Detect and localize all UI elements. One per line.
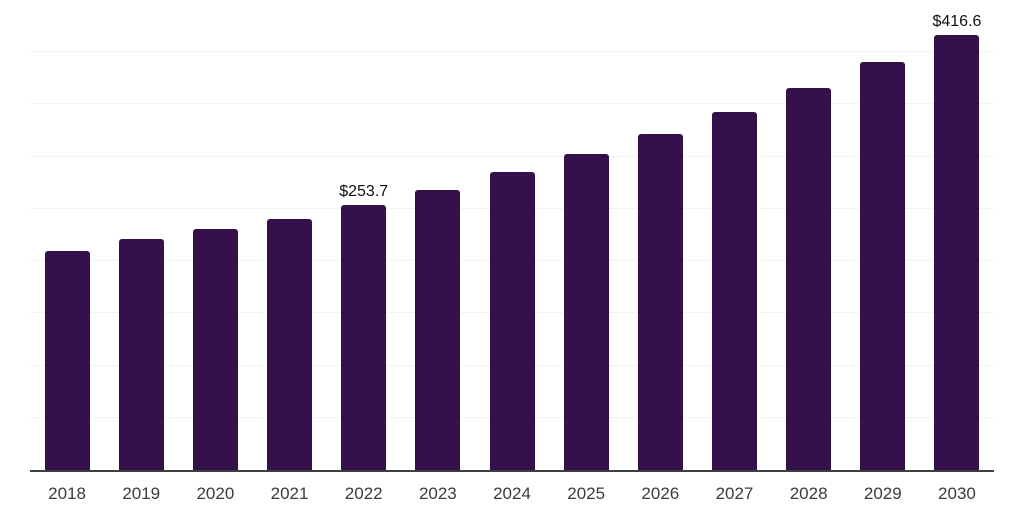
bar-2021 [267,219,313,470]
data-label-2022: $253.7 [339,183,389,200]
x-label-2026: 2026 [641,484,680,503]
bar-2027 [711,112,757,470]
bar-cell-2030: $416.6 [920,0,994,470]
bar-cell-2023 [401,0,475,470]
bar-cell-2022: $253.7 [327,0,401,470]
x-label-2022: 2022 [344,484,383,503]
gridline-300 [30,155,994,157]
x-axis-labels: 2018 2019 2020 2021 2022 2023 2024 2025 2026 2027… [30,484,994,504]
x-label-2027: 2027 [715,484,754,503]
bar-2023 [415,190,461,470]
bar-2020 [192,229,238,470]
bar-2026 [637,134,683,470]
bar-cell-2024 [475,0,549,470]
x-label-2024: 2024 [493,484,531,503]
bar-cell-2018 [30,0,104,470]
gridline-400 [30,51,994,53]
bar-cell-2020 [178,0,252,470]
bar-2030 [934,34,980,470]
bar-cell-2019 [104,0,178,470]
bar-2018 [44,250,90,470]
bar-cell-2021 [252,0,326,470]
x-label-2021: 2021 [270,484,309,503]
bar-2024 [489,172,535,470]
x-label-2025: 2025 [567,484,606,503]
bar-cell-2026 [623,0,697,470]
x-label-2023: 2023 [418,484,457,503]
gridline-350 [30,103,994,105]
x-label-2018: 2018 [48,484,86,503]
x-label-2030: 2030 [938,484,976,503]
bar-2025 [563,154,609,470]
plot-area: $253.7 $416.6 [30,0,994,472]
bars-row: $253.7 $416.6 [30,0,994,470]
bar-cell-2025 [549,0,623,470]
x-label-2019: 2019 [122,484,161,503]
bar-2028 [786,88,832,470]
x-label-2020: 2020 [196,484,235,503]
bar-2019 [118,238,164,470]
data-label-2030: $416.6 [932,12,982,30]
bar-cell-2029 [846,0,920,470]
x-label-2029: 2029 [863,484,902,503]
bar-cell-2027 [697,0,771,470]
bar-2022 [341,205,387,470]
bar-2029 [860,62,906,470]
x-label-2028: 2028 [789,484,828,503]
bar-cell-2028 [772,0,846,470]
